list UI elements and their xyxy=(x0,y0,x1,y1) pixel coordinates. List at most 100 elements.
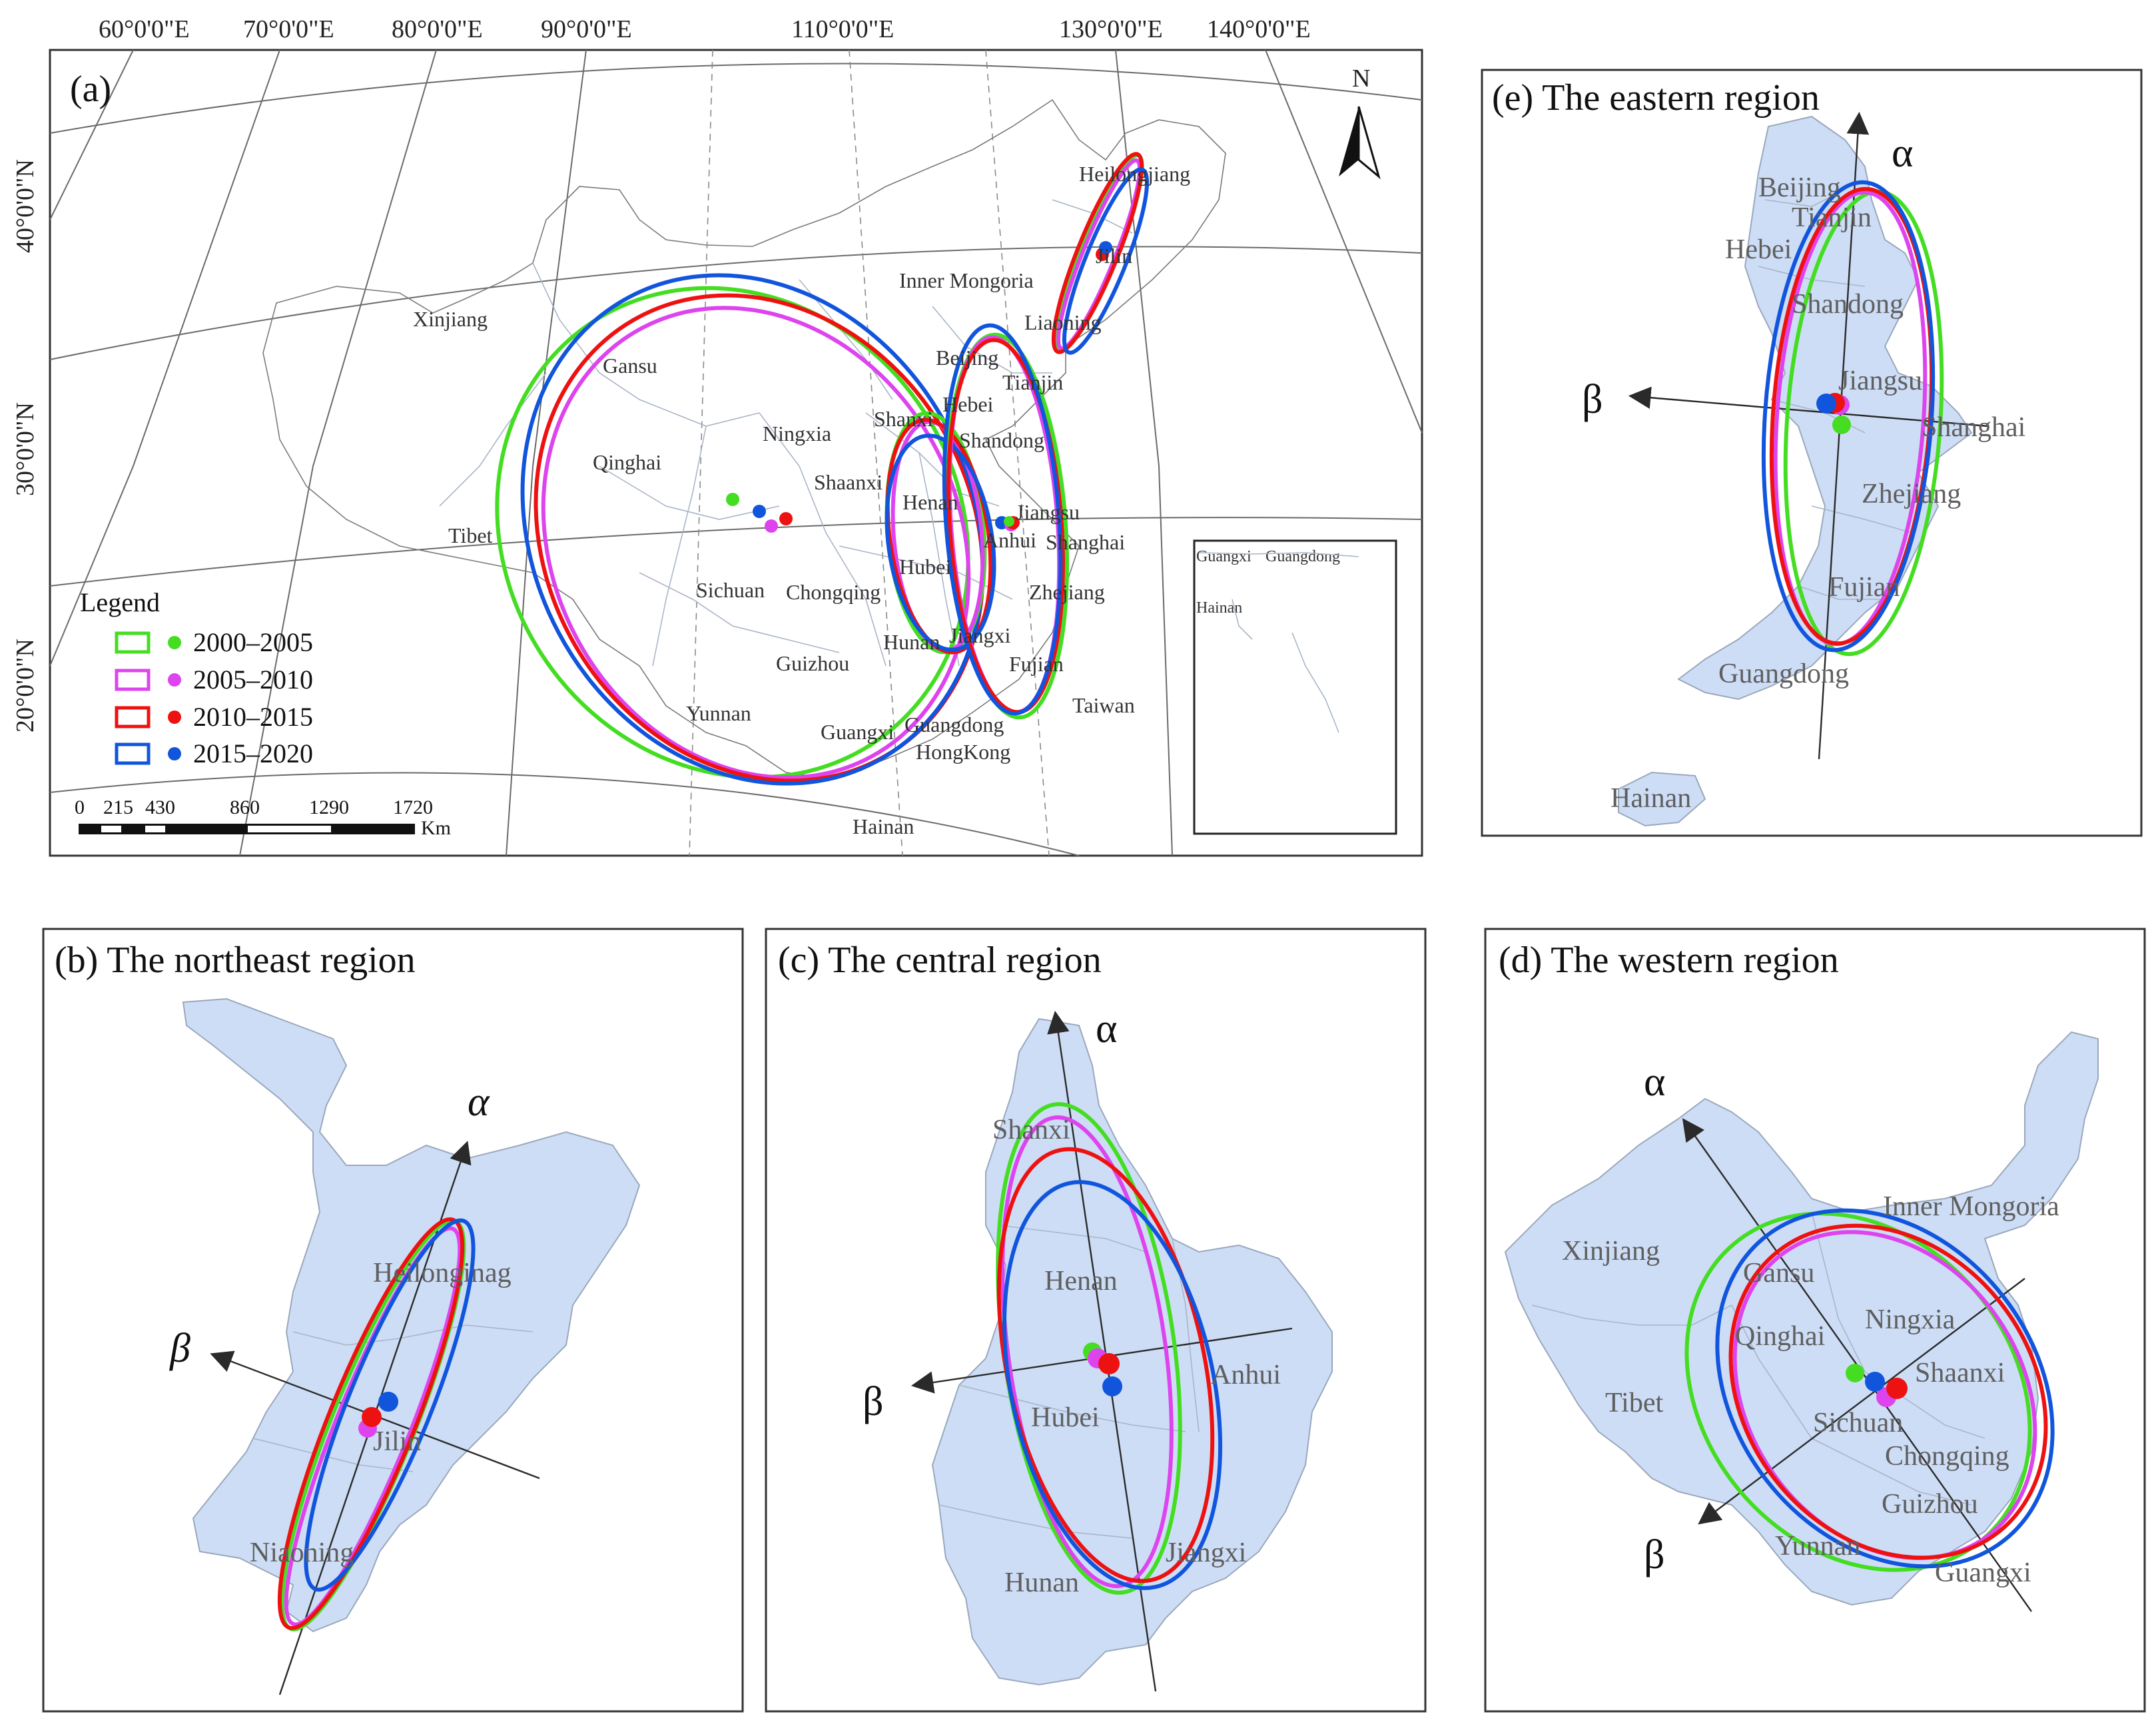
panel-a-centroids xyxy=(726,241,1112,533)
svg-text:430: 430 xyxy=(145,796,175,818)
label-d-qinghai: Qinghai xyxy=(1735,1321,1825,1352)
svg-text:215: 215 xyxy=(103,796,133,818)
label-e-hainan: Hainan xyxy=(1611,783,1691,814)
panel-b-northeast-region: (b) The northeast region α β Heilonginag… xyxy=(42,928,744,1713)
label-tianjin: Tianjin xyxy=(1002,370,1063,394)
label-shanghai: Shanghai xyxy=(1046,530,1125,554)
lon-label-60: 60°0'0"E xyxy=(99,15,190,43)
label-e-jiangsu: Jiangsu xyxy=(1838,366,1922,396)
label-liaoning: Liaoning xyxy=(1024,310,1102,334)
label-d-guizhou: Guizhou xyxy=(1882,1489,1978,1520)
label-hebei: Hebei xyxy=(942,392,994,416)
panel-e-labels: Beijing Tianjin Hebei Shandong Jiangsu S… xyxy=(1611,172,2025,814)
label-shandong: Shandong xyxy=(959,428,1044,452)
panel-c-centroids xyxy=(1083,1342,1122,1396)
panel-d-labels: Xinjiang Tibet Gansu Qinghai Ningxia Sha… xyxy=(1562,1191,2059,1588)
longitude-labels: 60°0'0"E 70°0'0"E 80°0'0"E 90°0'0"E 110°… xyxy=(99,15,1311,43)
lon-label-130: 130°0'0"E xyxy=(1059,15,1163,43)
panel-c-ellipses xyxy=(996,1102,1223,1595)
ellipse-c-2005 xyxy=(1000,1115,1174,1588)
ellipse-d-2005 xyxy=(1732,1230,2037,1560)
ellipse-a-ne-2005 xyxy=(1056,158,1142,351)
ellipse-c-2015 xyxy=(1002,1180,1223,1590)
label-e-shanghai: Shanghai xyxy=(1922,412,2025,443)
ellipse-a-ne-2015 xyxy=(1062,167,1150,355)
panel-d-alpha: α xyxy=(1644,1059,1665,1105)
label-taiwan: Taiwan xyxy=(1072,693,1135,717)
panel-d-title: (d) The western region xyxy=(1499,940,1839,981)
label-hainan: Hainan xyxy=(853,814,914,838)
label-e-fujian: Fujian xyxy=(1828,572,1900,603)
panel-d-beta: β xyxy=(1644,1532,1665,1577)
latitude-labels: 40°0'0"N 30°0'0"N 20°0'0"N xyxy=(11,159,39,732)
panel-e-title: (e) The eastern region xyxy=(1492,77,1820,119)
label-e-shandong: Shandong xyxy=(1792,289,1904,320)
label-hubei: Hubei xyxy=(899,555,951,579)
legend-item-2015: 2015–2020 xyxy=(115,738,313,768)
panel-d-ellipses xyxy=(1684,1208,2055,1572)
label-qinghai: Qinghai xyxy=(593,450,661,474)
ellipse-national-2005 xyxy=(541,306,971,780)
panel-d-centroids xyxy=(1846,1364,1908,1407)
ellipse-d-2010 xyxy=(1728,1223,2048,1560)
panel-e-eastern-region: (e) The eastern region α β Beijing Tianj… xyxy=(1481,69,2143,837)
panel-a-ellipses xyxy=(495,152,1150,786)
label-d-shaanxi: Shaanxi xyxy=(1915,1358,2005,1388)
panel-b-centroids xyxy=(358,1392,398,1438)
lat-label-20: 20°0'0"N xyxy=(11,639,39,732)
label-heilongjiang: Heilongjiang xyxy=(1079,162,1190,186)
legend-item-2010: 2010–2015 xyxy=(115,702,313,732)
label-d-xinjiang: Xinjiang xyxy=(1562,1236,1660,1267)
label-b-jilin: Jilin xyxy=(373,1426,421,1457)
label-d-gansu: Gansu xyxy=(1743,1258,1814,1289)
panel-c-beta: β xyxy=(863,1379,884,1424)
graticule xyxy=(49,49,1423,856)
label-guizhou: Guizhou xyxy=(776,651,849,675)
panel-d-western-region: (d) The western region α β Xinjiang Tibe… xyxy=(1484,928,2146,1713)
panel-c-labels: Shanxi Henan Anhui Hubei Hunan Jiangxi xyxy=(992,1115,1281,1598)
label-ningxia: Ningxia xyxy=(763,422,831,445)
label-guangdong: Guangdong xyxy=(904,713,1004,736)
lon-label-140: 140°0'0"E xyxy=(1207,15,1311,43)
label-d-chongqing: Chongqing xyxy=(1885,1441,2009,1472)
label-jiangxi: Jiangxi xyxy=(949,623,1011,647)
lon-label-110: 110°0'0"E xyxy=(791,15,894,43)
svg-text:0: 0 xyxy=(75,796,85,818)
label-shanxi: Shanxi xyxy=(874,407,933,431)
panel-a-frame xyxy=(49,49,1423,857)
panel-c-title: (c) The central region xyxy=(778,940,1102,981)
label-e-guangdong: Guangdong xyxy=(1718,659,1849,689)
south-china-sea-inset: Guangxi Guangdong Hainan xyxy=(1193,539,1397,835)
panel-b-alpha: α xyxy=(468,1079,490,1125)
lon-label-70: 70°0'0"E xyxy=(243,15,334,43)
label-e-zhejiang: Zhejiang xyxy=(1862,479,1961,509)
ellipse-b-2010 xyxy=(277,1217,465,1630)
lon-label-90: 90°0'0"E xyxy=(541,15,632,43)
label-yunnan: Yunnan xyxy=(686,701,751,725)
panel-b-labels: Heilonginag Jilin Niaoning xyxy=(250,1258,512,1568)
label-beijing: Beijing xyxy=(936,346,998,370)
label-innermongoria: Inner Mongoria xyxy=(899,268,1034,292)
label-c-jiangxi: Jiangxi xyxy=(1166,1538,1246,1568)
panel-e-beta: β xyxy=(1582,377,1603,422)
label-hongkong: HongKong xyxy=(916,740,1010,764)
label-c-hunan: Hunan xyxy=(1004,1568,1079,1598)
hainan-island-e xyxy=(1618,771,1706,827)
legend-item-2005: 2005–2010 xyxy=(115,665,313,695)
legend-label-2015: 2015–2020 xyxy=(193,738,313,768)
label-anhui: Anhui xyxy=(983,528,1036,552)
label-fujian: Fujian xyxy=(1009,652,1064,676)
label-c-shanxi: Shanxi xyxy=(992,1115,1070,1145)
panel-c-alpha: α xyxy=(1096,1006,1117,1051)
label-b-liaoning: Niaoning xyxy=(250,1538,354,1568)
label-chongqing: Chongqing xyxy=(786,580,881,604)
legend-label-2005: 2005–2010 xyxy=(193,665,313,695)
panel-e-centroids xyxy=(1816,393,1851,434)
panel-e-alpha: α xyxy=(1892,131,1913,176)
label-gansu: Gansu xyxy=(603,354,657,378)
label-hunan: Hunan xyxy=(883,630,940,654)
ellipse-a-east-2015 xyxy=(942,323,1063,716)
inset-label-guangdong: Guangdong xyxy=(1265,548,1340,565)
ellipse-a-ne-2010 xyxy=(1051,152,1144,354)
